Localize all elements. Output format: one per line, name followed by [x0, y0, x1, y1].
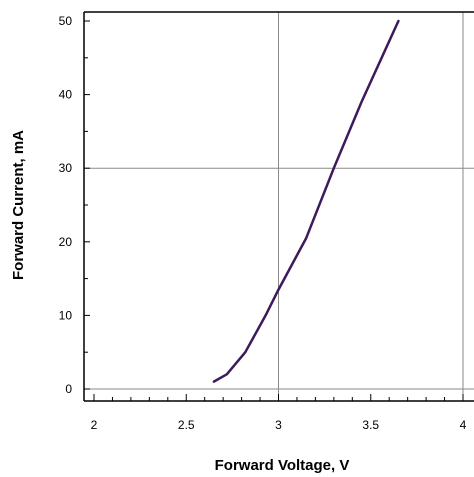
y-tick-labels: 0 10 20 30 40 50 — [59, 14, 73, 396]
grid-lines — [84, 12, 474, 401]
y-tick-label: 50 — [59, 14, 73, 28]
x-tick-label: 2 — [91, 418, 98, 432]
tick-marks — [84, 20, 464, 401]
x-axis-title: Forward Voltage, V — [215, 457, 350, 474]
y-tick-label: 30 — [59, 161, 73, 175]
series-layer — [212, 19, 400, 383]
series-line — [212, 19, 400, 383]
y-tick-label: 10 — [59, 308, 73, 322]
x-tick-label: 3.5 — [362, 418, 379, 432]
y-axis-title: Forward Current, mA — [10, 130, 27, 280]
x-tick-labels: 2 2.5 3 3.5 4 — [91, 418, 467, 432]
x-tick-label: 2.5 — [178, 418, 195, 432]
y-tick-label: 0 — [65, 382, 72, 396]
y-tick-label: 40 — [59, 88, 73, 102]
x-tick-label: 4 — [460, 418, 467, 432]
y-tick-label: 20 — [59, 235, 73, 249]
x-tick-label: 3 — [275, 418, 282, 432]
